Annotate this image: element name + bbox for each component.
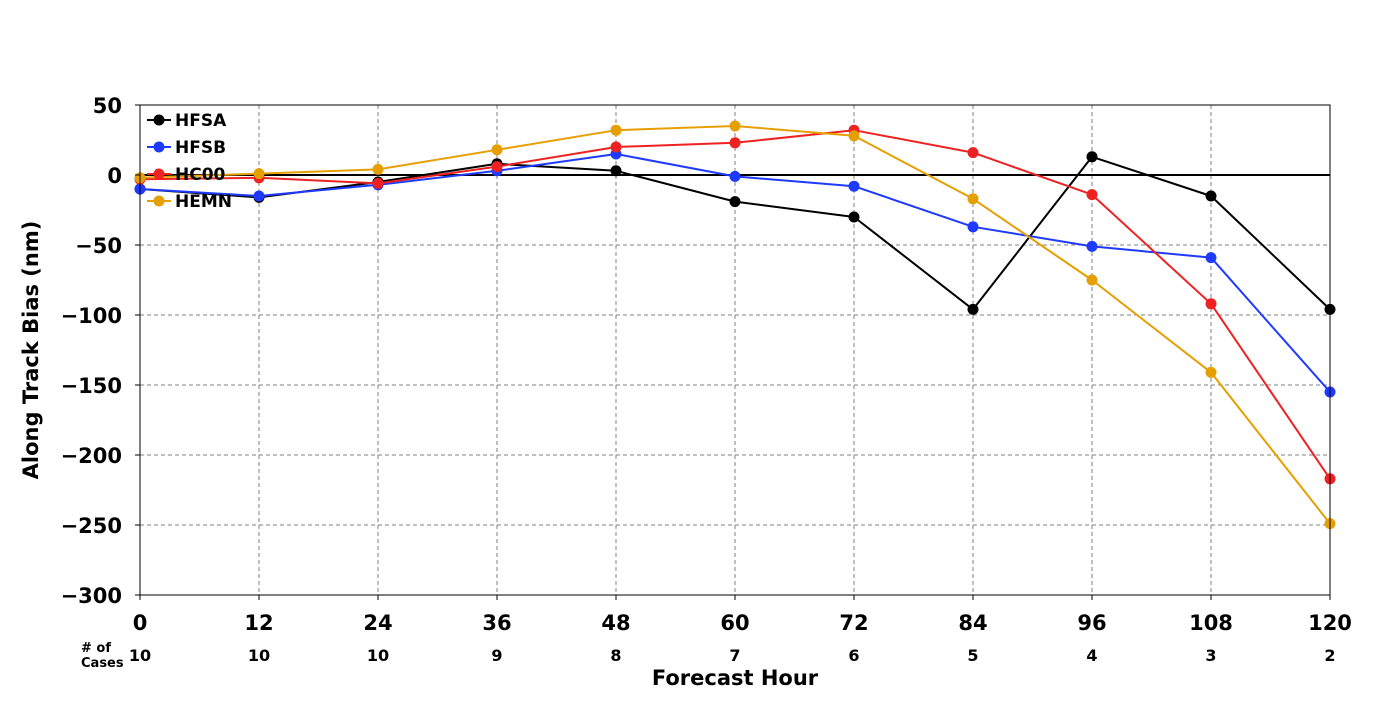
y-tick-label: −100 — [61, 304, 122, 328]
data-point — [1205, 190, 1217, 202]
legend-marker — [153, 168, 165, 180]
legend-item: HFSB — [147, 138, 226, 158]
data-point — [491, 144, 503, 156]
y-tick-label: 0 — [107, 164, 122, 188]
x-tick-label: 96 — [1077, 611, 1106, 635]
legend-marker — [153, 114, 165, 126]
y-tick-label: −200 — [61, 444, 122, 468]
legend-label: HFSB — [175, 138, 226, 158]
x-tick-label: 60 — [720, 611, 749, 635]
x-tick-label: 0 — [133, 611, 148, 635]
data-point — [848, 180, 860, 192]
data-point — [729, 120, 741, 132]
y-tick-label: 50 — [93, 94, 122, 118]
y-tick-label: −250 — [61, 514, 122, 538]
data-point — [253, 168, 265, 180]
data-point — [372, 163, 384, 175]
data-point — [1205, 366, 1217, 378]
case-count: 3 — [1205, 646, 1216, 665]
x-axis-title: Forecast Hour — [652, 666, 819, 690]
case-count: 5 — [967, 646, 978, 665]
x-tick-label: 84 — [958, 611, 987, 635]
legend-label: HEMN — [175, 192, 232, 212]
case-count: 7 — [729, 646, 740, 665]
data-point — [1086, 189, 1098, 201]
data-point — [848, 211, 860, 223]
legend-item: HEMN — [147, 192, 232, 212]
data-point — [1086, 240, 1098, 252]
data-point — [491, 161, 503, 173]
case-count: 10 — [367, 646, 389, 665]
series-layer — [134, 120, 1336, 530]
legend-item: HFSA — [147, 111, 227, 131]
cases-title-line: # of — [81, 641, 111, 656]
y-tick-label: −150 — [61, 374, 122, 398]
y-axis: 50 0 −50 −100 −150 −200 −250 −300 — [61, 94, 140, 608]
data-point — [729, 170, 741, 182]
cases-title-line: Cases — [81, 656, 124, 671]
data-point — [729, 137, 741, 149]
data-point — [1205, 252, 1217, 264]
x-tick-label: 72 — [839, 611, 868, 635]
case-count: 9 — [491, 646, 502, 665]
x-tick-label: 24 — [363, 611, 392, 635]
y-tick-label: −300 — [61, 584, 122, 608]
legend-label: HFSA — [175, 111, 227, 131]
data-point — [253, 190, 265, 202]
data-point — [967, 193, 979, 205]
data-point — [610, 165, 622, 177]
x-tick-label: 48 — [601, 611, 630, 635]
legend-item: HC00 — [147, 165, 226, 185]
data-point — [610, 124, 622, 136]
case-count: 10 — [248, 646, 270, 665]
legend-label: HC00 — [175, 165, 226, 185]
data-point — [1086, 151, 1098, 163]
x-tick-label: 12 — [244, 611, 273, 635]
data-point — [1205, 298, 1217, 310]
data-point — [372, 177, 384, 189]
case-count: 4 — [1086, 646, 1097, 665]
data-point — [729, 196, 741, 208]
x-tick-label: 108 — [1189, 611, 1233, 635]
x-tick-label: 120 — [1308, 611, 1352, 635]
grid — [140, 105, 1330, 595]
y-tick-label: −50 — [75, 234, 122, 258]
legend-marker — [153, 195, 165, 207]
data-point — [848, 130, 860, 142]
legend: HFSA HFSB HC00 HEMN — [147, 111, 232, 212]
case-count: 6 — [848, 646, 859, 665]
data-point — [967, 147, 979, 159]
data-point — [967, 221, 979, 233]
y-axis-title: Along Track Bias (nm) — [19, 221, 43, 480]
x-axis: 0 12 24 36 48 60 72 84 96 108 120 — [133, 595, 1352, 635]
case-count: 2 — [1324, 646, 1335, 665]
x-tick-label: 36 — [482, 611, 511, 635]
legend-marker — [153, 141, 165, 153]
case-count: 8 — [610, 646, 621, 665]
case-count: 10 — [129, 646, 151, 665]
data-point — [1086, 274, 1098, 286]
series-hemn — [134, 120, 1336, 530]
data-point — [967, 303, 979, 315]
data-point — [610, 141, 622, 153]
